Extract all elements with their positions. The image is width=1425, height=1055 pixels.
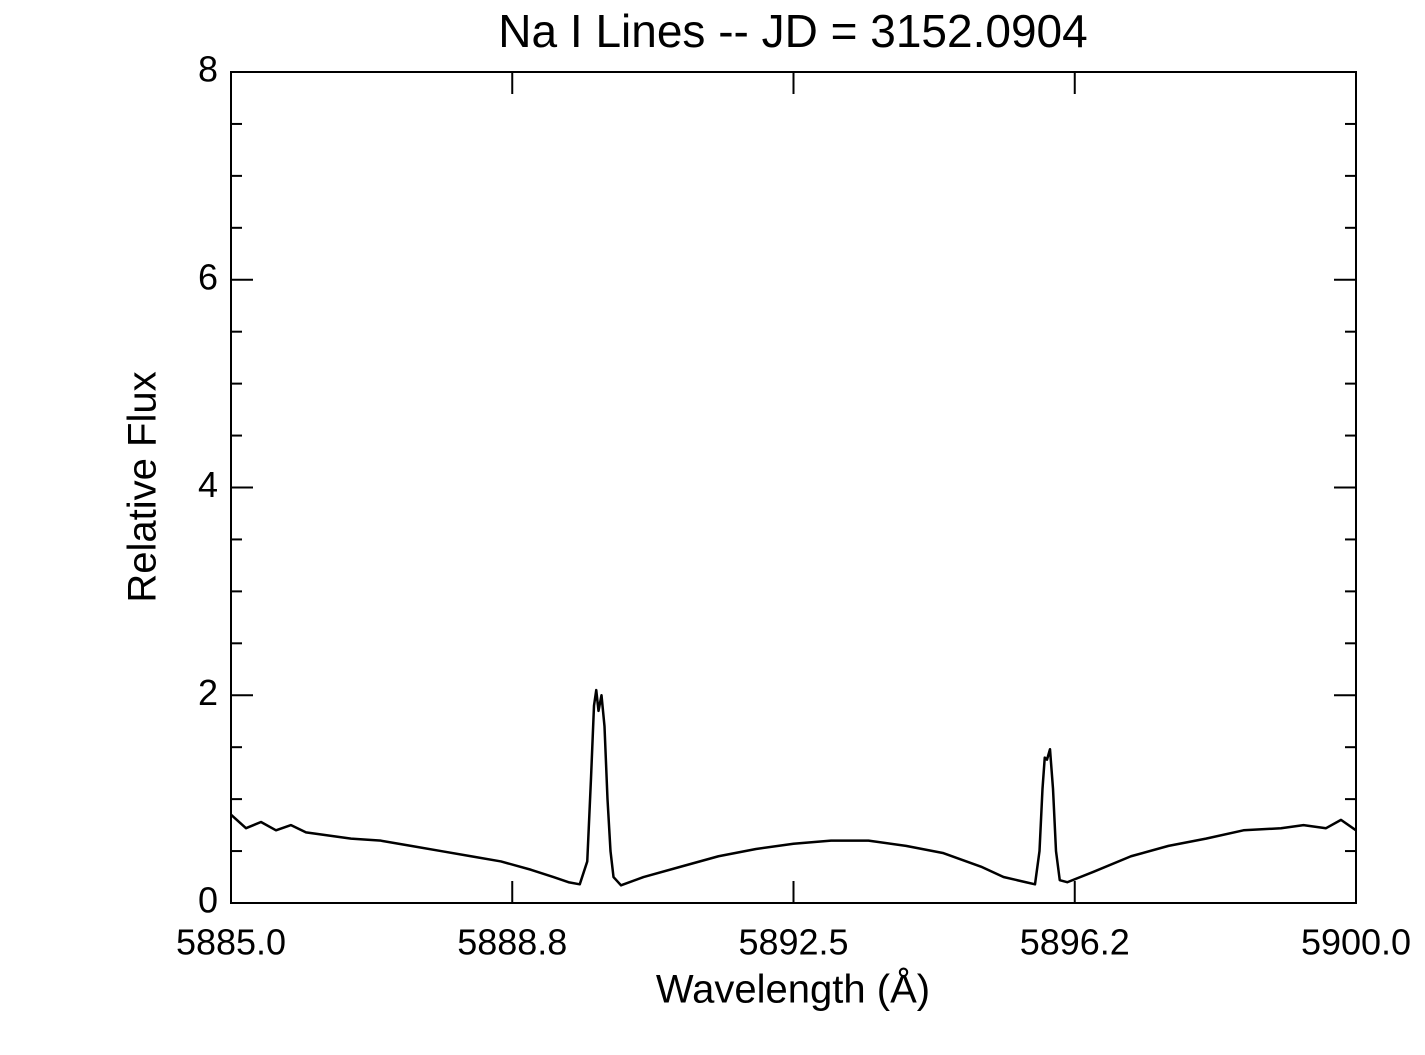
x-tick-label: 5896.2 [1020,922,1130,963]
chart-title: Na I Lines -- JD = 3152.0904 [498,5,1087,57]
spectrum-line [230,688,1357,887]
y-tick-label: 4 [198,464,218,505]
y-tick-label: 6 [198,256,218,297]
x-tick-label: 5892.5 [738,922,848,963]
plot-frame [230,71,1357,904]
y-axis-label: Relative Flux [121,371,165,602]
y-tick-label: 8 [198,49,218,90]
x-axis-label: Wavelength (Å) [656,967,930,1012]
y-tick-label: 0 [198,880,218,921]
x-tick-label: 5900.0 [1301,922,1411,963]
x-tick-label: 5885.0 [176,922,286,963]
x-tick-label: 5888.8 [457,922,567,963]
y-tick-label: 2 [198,672,218,713]
